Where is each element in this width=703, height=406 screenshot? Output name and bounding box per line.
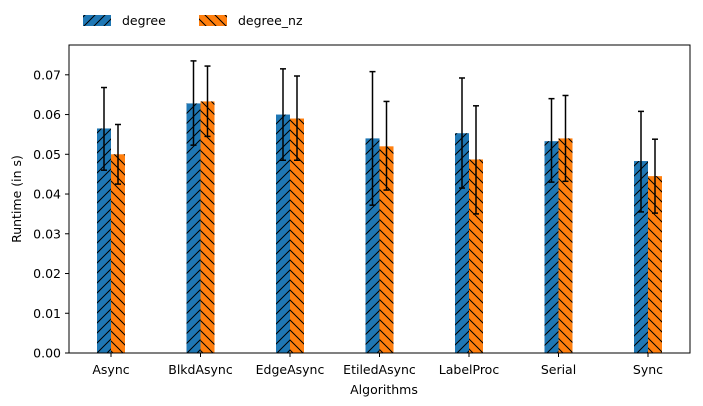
bar-hatch-degree-nz-serial [558,138,573,353]
bar-hatch-degree-nz-blkdasync [200,101,215,353]
bar-hatch-degree-async [97,128,111,353]
error-bar-degree-blkdasync [190,60,197,146]
error-bar-degree-nz-blkdasync [204,65,211,138]
y-axis-label: Runtime (in s) [9,155,24,243]
error-bar-degree-edgeasync [280,68,286,162]
bar-hatch-degree-blkdasync [186,103,201,353]
x-tick-label: BlkdAsync [168,362,233,377]
error-bar-degree-async [101,86,107,171]
bars-layer [97,101,662,353]
bar-hatch-degree-nz-etiledasync [379,146,394,353]
bar-hatch-degree-labelproc [455,133,469,353]
legend-entry-degree-nz: degree_nz [199,13,303,28]
error-bar-degree-nz-serial [562,94,569,183]
y-tick-label: 0.07 [33,67,61,82]
y-tick-label: 0.03 [33,226,61,241]
error-bar-degree-serial [548,97,555,183]
x-axis-label: Algorithms [350,382,418,397]
bar-hatch-degree-nz-async [111,154,125,353]
y-tick-label: 0.01 [33,306,61,321]
legend-label-degree-nz: degree_nz [238,13,303,28]
bar-hatch-degree-edgeasync [276,114,290,353]
bar-hatch-degree-nz-sync [648,176,662,353]
y-axis: 0.00 0.01 0.02 0.03 0.04 0.05 0.06 0.07 [33,67,69,361]
legend: degree degree_nz [83,13,303,28]
legend-entry-degree: degree [83,13,166,28]
error-bar-degree-nz-async [115,123,121,185]
x-axis: Async BlkdAsync EdgeAsync EtiledAsync LabelP… [92,353,663,377]
error-bar-degree-nz-etiledasync [383,100,390,191]
y-tick-label: 0.04 [33,187,61,202]
x-tick-label: EtiledAsync [343,362,416,377]
error-bar-degree-nz-labelproc [473,105,479,215]
bar-hatch-degree-sync [634,161,648,353]
error-bar-degree-sync [638,110,644,213]
bar-hatch-degree-etiledasync [365,138,380,353]
error-bar-degree-nz-edgeasync [294,75,300,162]
legend-hatch-degree [83,15,111,26]
legend-hatch-degree-nz [199,15,227,26]
error-bar-degree-nz-sync [652,138,658,214]
legend-label-degree: degree [122,13,166,28]
error-bar-degree-labelproc [459,77,465,189]
x-tick-label: Serial [541,362,576,377]
x-tick-label: EdgeAsync [256,362,325,377]
y-tick-label: 0.00 [33,346,61,361]
bar-hatch-degree-serial [544,141,559,353]
x-tick-label: Sync [633,362,663,377]
x-tick-label: Async [92,362,129,377]
bar-hatch-degree-nz-labelproc [469,159,483,353]
y-tick-label: 0.06 [33,107,61,122]
y-tick-label: 0.02 [33,266,61,281]
x-tick-label: LabelProc [439,362,500,377]
error-bars-layer [101,60,658,215]
error-bar-degree-etiledasync [369,70,376,206]
y-tick-label: 0.05 [33,147,61,162]
bar-hatch-degree-nz-edgeasync [290,118,304,353]
